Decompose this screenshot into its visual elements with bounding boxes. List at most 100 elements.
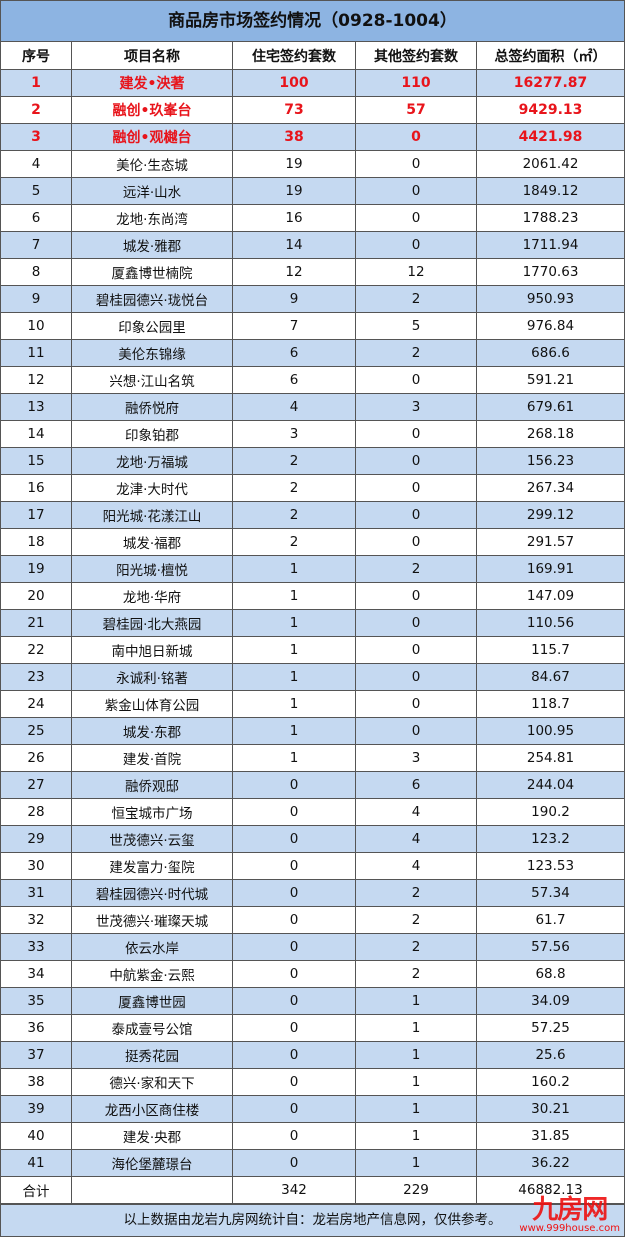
cell-total-area: 2061.42 (476, 150, 624, 178)
cell-total-area: 254.81 (476, 744, 624, 772)
table-row: 20 龙地·华府 1 0 147.09 (1, 582, 624, 610)
table-row: 36 泰成壹号公馆 0 1 57.25 (1, 1014, 624, 1042)
table-row: 26 建发·首院 1 3 254.81 (1, 744, 624, 772)
cell-other-count: 4 (355, 798, 477, 826)
cell-residential-count: 0 (232, 1041, 356, 1069)
cell-other-count: 0 (355, 474, 477, 502)
cell-residential-count: 1 (232, 609, 356, 637)
cell-residential-count: 0 (232, 1122, 356, 1150)
cell-project-name: 龙地·华府 (71, 582, 233, 610)
table-row: 15 龙地·万福城 2 0 156.23 (1, 447, 624, 475)
cell-project-name: 融侨观邸 (71, 771, 233, 799)
cell-residential-count: 1 (232, 555, 356, 583)
cell-other-count: 3 (355, 393, 477, 421)
cell-total-area: 57.25 (476, 1014, 624, 1042)
table-row: 27 融侨观邸 0 6 244.04 (1, 771, 624, 799)
cell-project-name: 紫金山体育公园 (71, 690, 233, 718)
cell-project-name: 厦鑫博世园 (71, 987, 233, 1015)
sales-table: 序号 项目名称 住宅签约套数 其他签约套数 总签约面积（㎡） 1 建发•泱著 100… (1, 42, 624, 1204)
cell-project-name: 中航紫金·云熙 (71, 960, 233, 988)
table-row: 29 世茂德兴·云玺 0 4 123.2 (1, 825, 624, 853)
table-row: 30 建发富力·玺院 0 4 123.53 (1, 852, 624, 880)
cell-index: 1 (1, 69, 72, 97)
cell-other-count: 0 (355, 636, 477, 664)
cell-residential-count: 19 (232, 150, 356, 178)
cell-total-area: 1788.23 (476, 204, 624, 232)
cell-other-count: 5 (355, 312, 477, 340)
cell-other-count: 0 (355, 150, 477, 178)
cell-project-name: 阳光城·花漾江山 (71, 501, 233, 529)
cell-total-area: 244.04 (476, 771, 624, 799)
cell-residential-count: 1 (232, 744, 356, 772)
table-row: 17 阳光城·花漾江山 2 0 299.12 (1, 501, 624, 529)
cell-total-area: 100.95 (476, 717, 624, 745)
cell-residential-count: 73 (232, 96, 356, 124)
cell-index: 30 (1, 852, 72, 880)
cell-project-name: 世茂德兴·云玺 (71, 825, 233, 853)
cell-index: 26 (1, 744, 72, 772)
cell-index: 24 (1, 690, 72, 718)
cell-other-count: 1 (355, 1014, 477, 1042)
cell-residential-count: 1 (232, 690, 356, 718)
cell-project-name: 美伦·生态城 (71, 150, 233, 178)
cell-project-name: 城发·福郡 (71, 528, 233, 556)
table-row: 11 美伦东锦缘 6 2 686.6 (1, 339, 624, 367)
cell-project-name: 龙地·万福城 (71, 447, 233, 475)
cell-total-area: 4421.98 (476, 123, 624, 151)
table-row: 3 融创•观樾台 38 0 4421.98 (1, 123, 624, 151)
cell-index: 34 (1, 960, 72, 988)
table-row: 16 龙津·大时代 2 0 267.34 (1, 474, 624, 502)
cell-index: 33 (1, 933, 72, 961)
cell-project-name: 印象铂郡 (71, 420, 233, 448)
cell-project-name: 碧桂园·北大燕园 (71, 609, 233, 637)
table-row: 1 建发•泱著 100 110 16277.87 (1, 69, 624, 97)
cell-residential-count: 0 (232, 960, 356, 988)
table-row: 21 碧桂园·北大燕园 1 0 110.56 (1, 609, 624, 637)
cell-residential-count: 6 (232, 366, 356, 394)
cell-index: 38 (1, 1068, 72, 1096)
cell-residential-count: 0 (232, 852, 356, 880)
cell-index: 29 (1, 825, 72, 853)
cell-index: 31 (1, 879, 72, 907)
cell-index: 12 (1, 366, 72, 394)
cell-other-count: 0 (355, 501, 477, 529)
cell-index: 32 (1, 906, 72, 934)
cell-other-count: 110 (355, 69, 477, 97)
cell-index: 14 (1, 420, 72, 448)
cell-index: 8 (1, 258, 72, 286)
cell-total-area: 160.2 (476, 1068, 624, 1096)
cell-project-name: 德兴·家和天下 (71, 1068, 233, 1096)
cell-residential-count: 3 (232, 420, 356, 448)
cell-index: 15 (1, 447, 72, 475)
cell-project-name: 融创•玖峯台 (71, 96, 233, 124)
cell-other-count: 0 (355, 582, 477, 610)
cell-index: 41 (1, 1149, 72, 1177)
cell-total-area: 34.09 (476, 987, 624, 1015)
cell-project-name: 南中旭日新城 (71, 636, 233, 664)
cell-total-area: 169.91 (476, 555, 624, 583)
cell-other-count: 0 (355, 717, 477, 745)
cell-other-count: 57 (355, 96, 477, 124)
cell-total-area: 9429.13 (476, 96, 624, 124)
cell-residential-count: 0 (232, 825, 356, 853)
cell-index: 39 (1, 1095, 72, 1123)
cell-index: 7 (1, 231, 72, 259)
cell-index: 18 (1, 528, 72, 556)
cell-index: 9 (1, 285, 72, 313)
cell-project-name: 阳光城·檀悦 (71, 555, 233, 583)
cell-project-name: 城发·东郡 (71, 717, 233, 745)
cell-project-name: 海伦堡麓璟台 (71, 1149, 233, 1177)
table-row: 2 融创•玖峯台 73 57 9429.13 (1, 96, 624, 124)
header-index: 序号 (1, 42, 72, 70)
cell-other-count: 0 (355, 690, 477, 718)
cell-total-area: 57.56 (476, 933, 624, 961)
cell-index: 3 (1, 123, 72, 151)
header-residential-count: 住宅签约套数 (232, 42, 356, 70)
cell-index: 36 (1, 1014, 72, 1042)
cell-total-area: 268.18 (476, 420, 624, 448)
cell-other-count: 1 (355, 1122, 477, 1150)
cell-index: 22 (1, 636, 72, 664)
footer-note: 以上数据由龙岩九房网统计自：龙岩房地产信息网，仅供参考。 九房网 www.999… (1, 1197, 624, 1236)
cell-residential-count: 0 (232, 933, 356, 961)
cell-project-name: 城发·雅郡 (71, 231, 233, 259)
